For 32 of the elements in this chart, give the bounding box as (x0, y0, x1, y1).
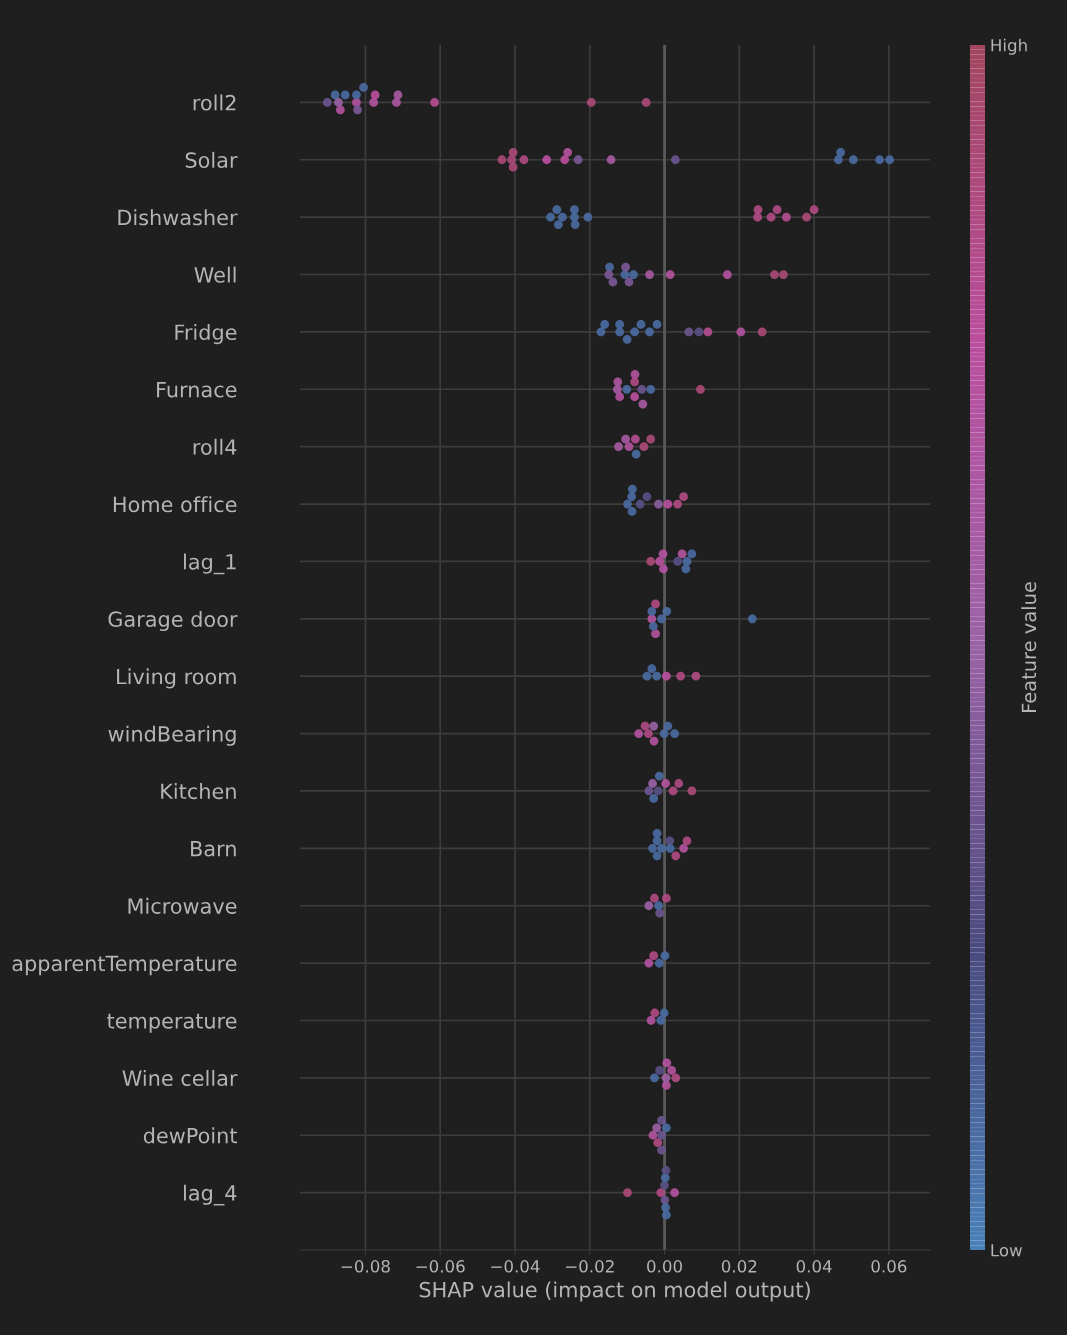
x-tick-label: 0.06 (871, 1260, 907, 1273)
color-bar-title: Feature value (1021, 582, 1037, 712)
y-tick-label: temperature (107, 1013, 237, 1033)
y-tick-label: Barn (191, 841, 236, 857)
y-tick-label: Well (194, 266, 236, 283)
x-tick-label: 0.04 (796, 1260, 832, 1273)
y-tick-label: lag_1 (184, 553, 236, 575)
x-tick-label: −0.06 (416, 1260, 465, 1273)
y-tick-label: Kitchen (161, 783, 236, 800)
y-tick-label: Fridge (175, 323, 237, 345)
y-tick-label: Furnace (157, 382, 237, 398)
x-tick-label: −0.02 (565, 1260, 614, 1273)
y-tick-label: Home office (113, 496, 237, 513)
y-tick-label: apparentTemperature (12, 955, 237, 976)
y-tick-label: Garage door (108, 610, 238, 632)
x-tick-label: −0.08 (341, 1260, 390, 1273)
x-tick-label: 0.02 (721, 1260, 757, 1273)
y-tick-label: roll2 (193, 94, 236, 111)
y-tick-label: Dishwasher (118, 209, 238, 226)
y-tick-label: Wine cellar (122, 1069, 238, 1087)
y-tick-label: Solar (185, 151, 238, 168)
y-tick-label: lag_4 (184, 1184, 237, 1206)
color-bar-label: Low (991, 1244, 1022, 1257)
y-tick-label: windBearing (108, 725, 236, 746)
y-tick-label: roll4 (193, 438, 237, 455)
x-tick-label: −0.04 (491, 1260, 540, 1273)
y-tick-label: Living room (117, 668, 236, 689)
x-axis-title: SHAP value (impact on model output) (419, 1281, 810, 1302)
x-tick-label: 0.00 (647, 1260, 682, 1273)
y-tick-label: dewPoint (143, 1127, 237, 1144)
color-bar-label: High (991, 38, 1027, 55)
y-tick-label: Microwave (128, 897, 237, 914)
